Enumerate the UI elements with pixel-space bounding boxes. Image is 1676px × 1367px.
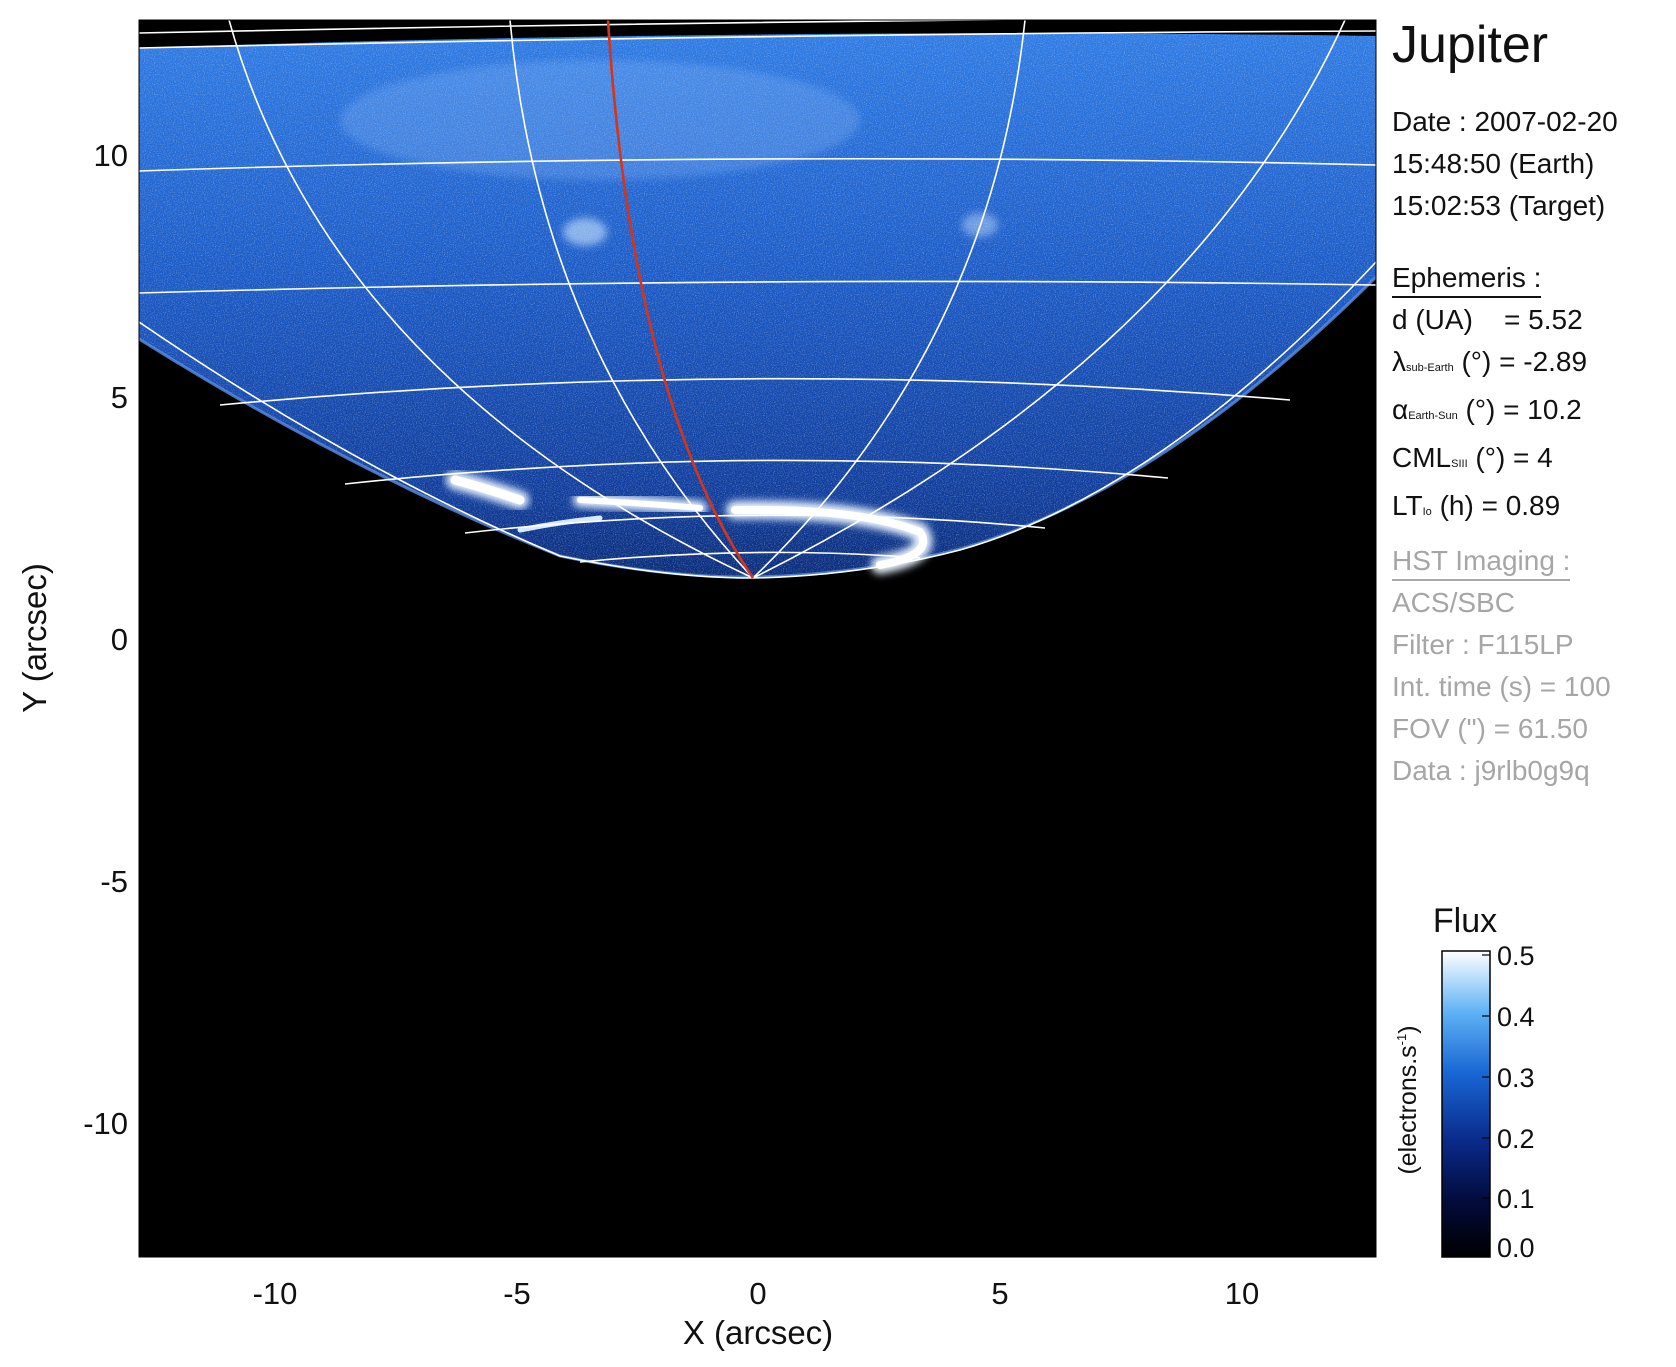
field-of-view: FOV (") = 61.50 <box>1392 713 1588 744</box>
x-tick-label: 0 <box>749 1276 766 1311</box>
instrument: ACS/SBC <box>1392 587 1515 618</box>
x-tick-label: 10 <box>1225 1276 1259 1311</box>
target-time: 15:02:53 (Target) <box>1392 190 1606 221</box>
colorbar-tick-label: 0.5 <box>1497 941 1535 971</box>
bright-patch-left <box>563 218 607 246</box>
date-line: Date : 2007-02-20 <box>1392 106 1618 137</box>
io-local-time-row: LTIo (h) = 0.89 <box>1392 490 1561 521</box>
lat-lon-grid <box>139 20 1376 579</box>
distance-row: d (UA) = 5.52 <box>1392 304 1583 335</box>
x-tick-label: -5 <box>503 1276 531 1311</box>
integration-time: Int. time (s) = 100 <box>1392 671 1611 702</box>
earth-time: 15:48:50 (Earth) <box>1392 148 1595 179</box>
colorbar <box>1441 950 1491 1258</box>
colorbar-tick-label: 0.3 <box>1497 1063 1535 1093</box>
hst-header: HST Imaging : <box>1392 543 1571 581</box>
colorbar-units-label: (electrons.s-1) <box>1394 1025 1422 1174</box>
y-tick-label: -5 <box>100 864 128 899</box>
x-tick-label: -10 <box>253 1276 298 1311</box>
plot-frame <box>138 19 1377 1258</box>
x-axis-label: X (arcsec) <box>683 1314 833 1351</box>
hst-block: HST Imaging : ACS/SBC Filter : F115LP In… <box>1392 540 1611 792</box>
colorbar-title: Flux <box>1433 902 1497 940</box>
phase-angle-row: αEarth-Sun (°) = 10.2 <box>1392 394 1582 425</box>
filter: Filter : F115LP <box>1392 629 1574 660</box>
colorbar-tick-label: 0.1 <box>1497 1184 1535 1214</box>
ephemeris-header: Ephemeris : <box>1392 260 1542 298</box>
colorbar-tick-label: 0.0 <box>1497 1233 1535 1263</box>
data-id: Data : j9rlb0g9q <box>1392 755 1590 786</box>
aurora <box>446 471 933 574</box>
y-tick-label: 10 <box>94 138 128 173</box>
colorbar-tick-label: 0.4 <box>1497 1002 1535 1032</box>
y-tick-label: -10 <box>83 1106 128 1141</box>
cml-row: CMLSIII (°) = 4 <box>1392 442 1553 473</box>
planet-title: Jupiter <box>1392 16 1549 74</box>
sub-earth-latitude-row: λsub-Earth (°) = -2.89 <box>1392 346 1588 377</box>
y-tick-label: 5 <box>111 380 128 415</box>
date-block: Date : 2007-02-20 15:48:50 (Earth) 15:02… <box>1392 101 1618 227</box>
io-footprint-line <box>606 20 755 579</box>
y-axis-label: Y (arcsec) <box>16 563 53 713</box>
x-tick-label: 5 <box>991 1276 1008 1311</box>
ephemeris-block: Ephemeris : d (UA) = 5.52 λsub-Earth (°)… <box>1392 257 1587 533</box>
colorbar-tick-label: 0.2 <box>1497 1124 1535 1154</box>
bright-band-top <box>340 60 860 180</box>
y-tick-label: 0 <box>111 622 128 657</box>
